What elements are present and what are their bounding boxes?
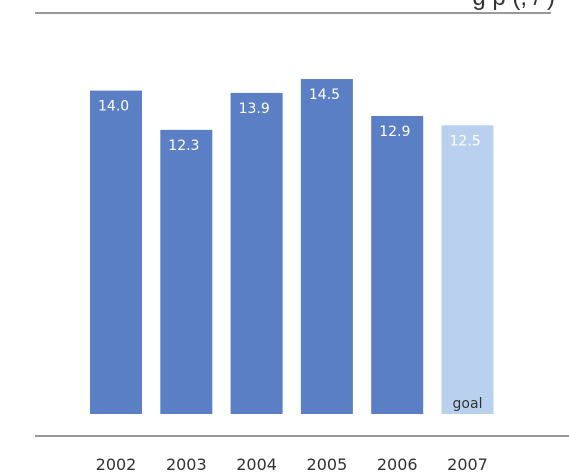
x-tick-label-2006: 2006 [377,455,418,473]
x-tick-label-2004: 2004 [236,455,277,473]
bar-value-label-2002: 14.0 [98,99,129,115]
x-tick-label-2007: 2007 [447,455,488,473]
x-tick-label-2002: 2002 [96,455,137,473]
bar-2003 [160,129,213,414]
goal-annotation: goal [453,396,483,412]
bar-2006 [371,116,424,414]
bar-2005 [300,79,353,415]
x-tick-label-2005: 2005 [307,455,348,473]
bar-2002 [90,90,142,414]
bar-value-label-2005: 14.5 [309,87,340,103]
bar-2004 [230,92,283,414]
chart-title: g p (, / ) [472,0,555,12]
bar-value-label-2003: 12.3 [168,138,199,154]
x-ticks-group: 2002 2003 2004 2005 2006 2007 [96,455,488,473]
bar-2007 [441,125,494,414]
bar-value-label-2006: 12.9 [379,124,410,140]
bar-value-label-2004: 13.9 [239,101,270,117]
chart-title-clip: g p (, / ) [0,0,569,12]
bars-group: 14.0 12.3 13.9 14.5 12.9 12.5 goal [90,79,494,415]
bar-value-label-2007: 12.5 [450,133,481,149]
x-tick-label-2003: 2003 [166,455,207,473]
